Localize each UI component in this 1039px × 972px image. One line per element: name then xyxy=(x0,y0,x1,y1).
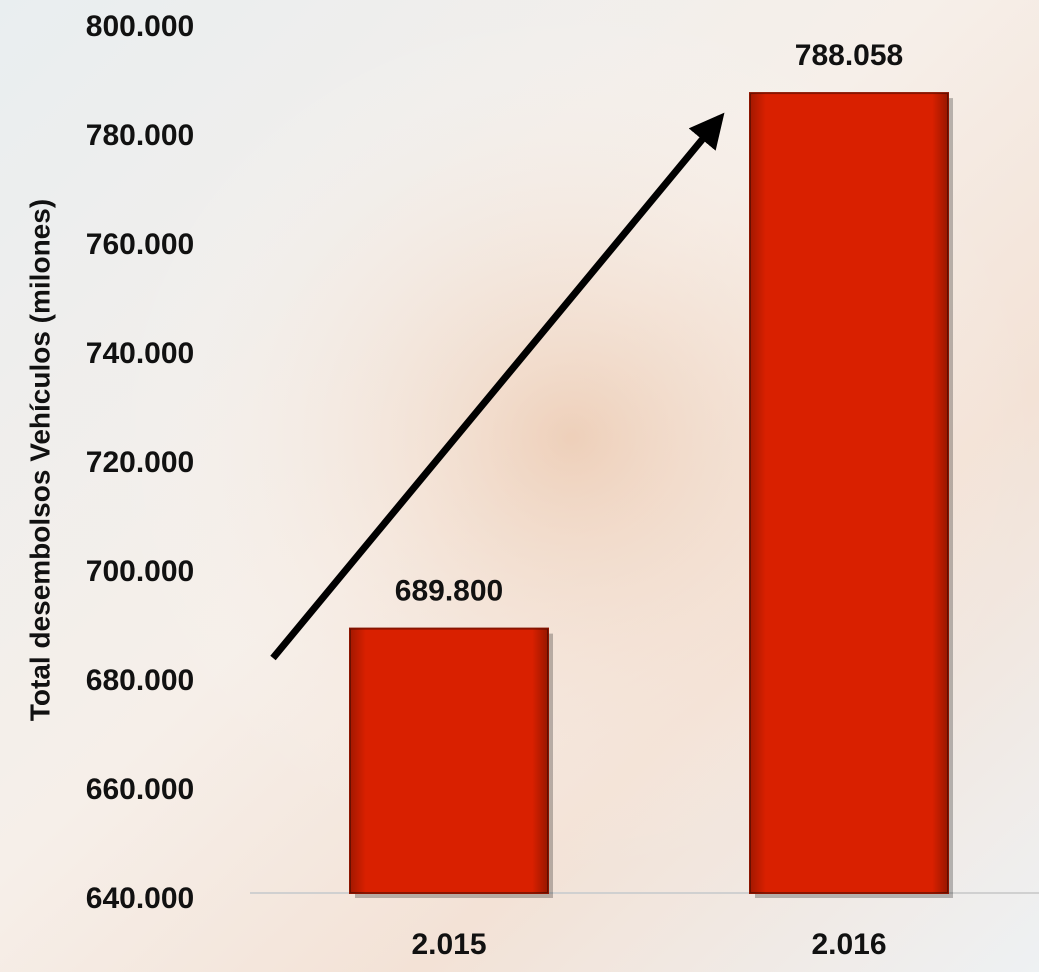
y-tick-label: 720.000 xyxy=(86,446,194,479)
y-tick-label: 680.000 xyxy=(86,664,194,697)
y-axis-title: Total desembolsos Vehículos (milones) xyxy=(24,199,55,721)
y-tick-label: 660.000 xyxy=(86,773,194,806)
y-tick-label: 740.000 xyxy=(86,337,194,370)
value-label: 788.058 xyxy=(795,39,903,72)
y-tick-label: 780.000 xyxy=(86,119,194,152)
value-label: 689.800 xyxy=(395,575,503,608)
bar-shade xyxy=(750,93,948,893)
bar-shade xyxy=(350,628,548,893)
y-tick-label: 700.000 xyxy=(86,555,194,588)
x-tick-label: 2.016 xyxy=(811,928,886,961)
x-tick-label: 2.015 xyxy=(411,928,486,961)
trend-arrow xyxy=(270,112,725,661)
y-tick-label: 800.000 xyxy=(86,10,194,43)
y-tick-label: 760.000 xyxy=(86,228,194,261)
y-tick-label: 640.000 xyxy=(86,882,194,915)
